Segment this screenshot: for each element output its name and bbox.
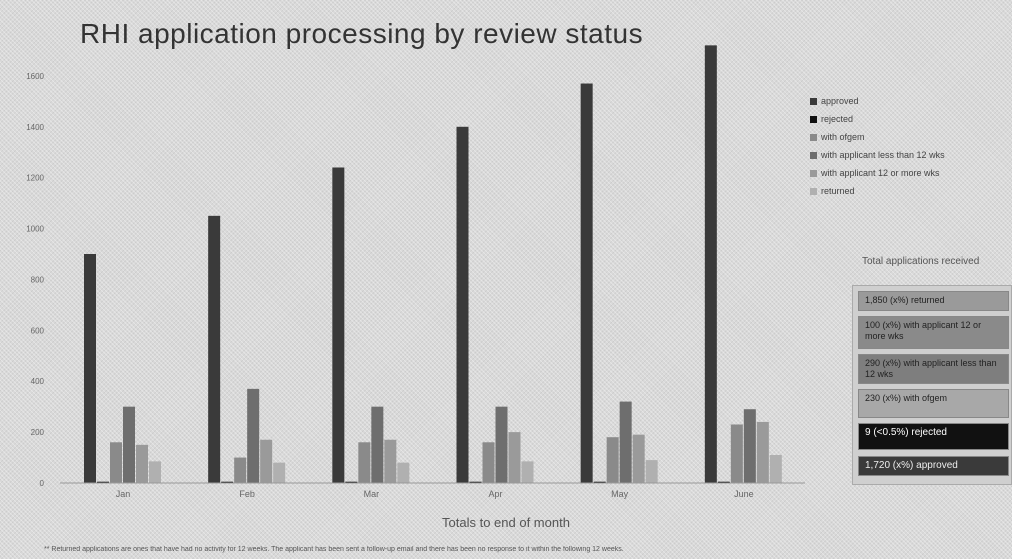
legend-label: approved — [821, 96, 859, 106]
y-axis: 0 200 400 600 800 1000 1200 1400 1600 — [26, 72, 44, 488]
bar-rejected-feb — [221, 481, 234, 483]
bar-with-ofgem-june — [730, 424, 743, 483]
bar-with-applicant-12-or-more-wks-mar — [384, 439, 397, 483]
legend-item: with ofgem — [810, 128, 945, 146]
y-tick-label: 800 — [31, 275, 45, 284]
legend-label: with ofgem — [821, 132, 865, 142]
bar-with-ofgem-apr — [482, 442, 495, 483]
chart-title: RHI application processing by review sta… — [80, 18, 644, 49]
bar-with-applicant-less-than-12-wks-may — [619, 401, 632, 483]
bar-with-applicant-less-than-12-wks-jan — [123, 406, 135, 483]
legend-item: with applicant less than 12 wks — [810, 146, 945, 164]
legend-item: returned — [810, 182, 945, 200]
legend-item: approved — [810, 92, 945, 110]
bar-with-applicant-12-or-more-wks-apr — [508, 432, 521, 483]
y-tick-label: 1000 — [26, 225, 44, 234]
x-axis: Jan Feb Mar Apr May June — [60, 482, 805, 499]
bar-returned-jan — [149, 461, 161, 483]
bar-approved-mar — [332, 167, 345, 483]
y-tick-label: 1600 — [26, 72, 44, 81]
bar-with-ofgem-mar — [358, 442, 371, 483]
bar-returned-feb — [273, 462, 286, 483]
legend-swatch — [810, 187, 817, 195]
x-axis-label: Totals to end of month — [442, 515, 570, 530]
legend-swatch — [810, 151, 817, 159]
bar-approved-jan — [84, 254, 96, 483]
bar-with-applicant-12-or-more-wks-jan — [136, 444, 148, 483]
y-tick-label: 200 — [31, 428, 45, 437]
bar-rejected-june — [717, 481, 730, 483]
y-tick-label: 0 — [40, 479, 45, 488]
legend-label: with applicant less than 12 wks — [821, 150, 945, 160]
legend-item: rejected — [810, 110, 945, 128]
bar-with-applicant-12-or-more-wks-june — [756, 421, 769, 483]
y-tick-label: 400 — [31, 377, 45, 386]
legend-swatch — [810, 97, 817, 105]
summary-box: 1,850 (x%) returned — [858, 291, 1009, 311]
bar-returned-may — [645, 460, 658, 483]
bar-approved-feb — [208, 215, 221, 484]
y-tick-label: 1400 — [26, 123, 44, 132]
summary-box: 1,720 (x%) approved — [858, 456, 1009, 476]
legend-label: with applicant 12 or more wks — [821, 168, 940, 178]
bar-with-applicant-less-than-12-wks-mar — [371, 406, 384, 483]
legend-swatch — [810, 133, 817, 141]
bar-approved-apr — [456, 126, 469, 484]
footnote: ** Returned applications are ones that h… — [44, 546, 624, 553]
bar-returned-mar — [397, 462, 410, 483]
legend-label: returned — [821, 186, 855, 196]
bar-rejected-jan — [97, 481, 109, 483]
bar-with-applicant-less-than-12-wks-apr — [495, 406, 508, 483]
bar-approved-may — [580, 83, 593, 484]
bar-with-ofgem-feb — [234, 457, 247, 483]
bar-with-applicant-12-or-more-wks-may — [632, 434, 645, 483]
y-tick-label: 1200 — [26, 174, 44, 183]
summary-box: 100 (x%) with applicant 12 or more wks — [858, 316, 1009, 349]
x-tick-label: June — [734, 489, 754, 499]
legend-swatch — [810, 115, 817, 123]
bar-rejected-mar — [345, 481, 358, 483]
bar-approved-june — [704, 45, 717, 483]
summary-box: 290 (x%) with applicant less than 12 wks — [858, 354, 1009, 384]
summary-box: 9 (<0.5%) rejected — [858, 423, 1009, 450]
x-tick-label: Apr — [488, 489, 502, 499]
bar-with-applicant-less-than-12-wks-june — [743, 409, 756, 483]
bar-returned-june — [769, 455, 782, 483]
bars-group — [84, 45, 782, 484]
x-tick-label: Feb — [239, 489, 255, 499]
summary-panel: 1,850 (x%) returned 100 (x%) with applica… — [852, 285, 1012, 485]
summary-title: Total applications received — [862, 256, 980, 267]
legend-label: rejected — [821, 114, 854, 124]
legend: approved rejected with ofgem with applicant… — [810, 92, 945, 200]
legend-item: with applicant 12 or more wks — [810, 164, 945, 182]
x-tick-label: May — [611, 489, 629, 499]
x-tick-label: Jan — [116, 489, 131, 499]
bar-rejected-may — [593, 481, 606, 483]
bar-with-applicant-12-or-more-wks-feb — [260, 439, 273, 483]
bar-with-ofgem-may — [606, 437, 619, 483]
bar-rejected-apr — [469, 481, 482, 483]
bar-with-ofgem-jan — [110, 442, 122, 483]
y-tick-label: 600 — [31, 326, 45, 335]
x-tick-label: Mar — [364, 489, 380, 499]
bar-with-applicant-less-than-12-wks-feb — [247, 388, 260, 483]
summary-box: 230 (x%) with ofgem — [858, 389, 1009, 418]
bar-returned-apr — [521, 461, 534, 483]
legend-swatch — [810, 169, 817, 177]
